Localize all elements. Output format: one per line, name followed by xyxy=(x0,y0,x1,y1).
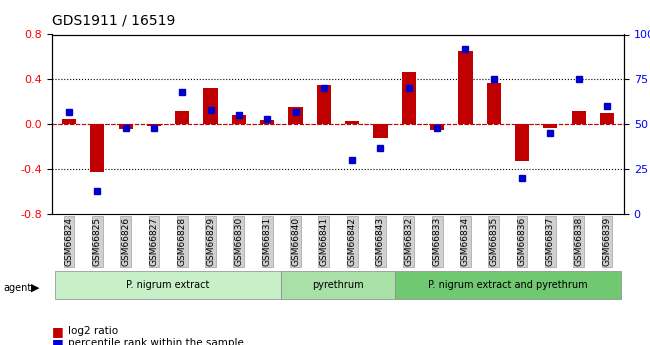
Bar xyxy=(600,113,614,124)
Text: ▶: ▶ xyxy=(31,283,40,293)
Text: pyrethrum: pyrethrum xyxy=(312,280,364,289)
Bar xyxy=(487,83,501,124)
Bar xyxy=(458,51,473,124)
Text: GSM66825: GSM66825 xyxy=(93,217,102,266)
Bar xyxy=(571,111,586,124)
Bar xyxy=(62,119,76,124)
Text: GSM66836: GSM66836 xyxy=(517,217,526,266)
Text: GSM66831: GSM66831 xyxy=(263,217,272,266)
Bar xyxy=(402,71,416,124)
Text: P. nigrum extract: P. nigrum extract xyxy=(126,280,210,289)
Text: GSM66826: GSM66826 xyxy=(121,217,130,266)
Bar xyxy=(543,124,558,128)
Text: GSM66842: GSM66842 xyxy=(348,217,357,266)
Text: GSM66840: GSM66840 xyxy=(291,217,300,266)
Text: GSM66835: GSM66835 xyxy=(489,217,499,266)
Bar xyxy=(203,88,218,124)
Bar xyxy=(317,85,331,124)
Text: P. nigrum extract and pyrethrum: P. nigrum extract and pyrethrum xyxy=(428,280,588,289)
Text: GSM66830: GSM66830 xyxy=(235,217,243,266)
Text: GSM66838: GSM66838 xyxy=(574,217,583,266)
Bar xyxy=(430,124,444,130)
Text: log2 ratio: log2 ratio xyxy=(68,326,118,336)
Text: GSM66828: GSM66828 xyxy=(177,217,187,266)
Text: GSM66824: GSM66824 xyxy=(64,217,73,266)
Bar xyxy=(90,124,105,172)
Text: GSM66833: GSM66833 xyxy=(433,217,441,266)
Text: ■: ■ xyxy=(52,337,64,345)
Bar xyxy=(515,124,529,161)
Bar xyxy=(260,120,274,124)
FancyBboxPatch shape xyxy=(395,270,621,298)
Bar xyxy=(176,111,189,124)
Text: GSM66839: GSM66839 xyxy=(603,217,612,266)
Text: agent: agent xyxy=(3,283,31,293)
Text: GSM66843: GSM66843 xyxy=(376,217,385,266)
Bar xyxy=(147,124,161,126)
Text: GSM66832: GSM66832 xyxy=(404,217,413,266)
Text: GSM66829: GSM66829 xyxy=(206,217,215,266)
Text: percentile rank within the sample: percentile rank within the sample xyxy=(68,338,244,345)
Bar xyxy=(118,124,133,129)
Bar xyxy=(345,121,359,124)
Text: GSM66834: GSM66834 xyxy=(461,217,470,266)
Bar xyxy=(232,115,246,124)
FancyBboxPatch shape xyxy=(55,270,281,298)
Bar xyxy=(289,107,303,124)
Text: GDS1911 / 16519: GDS1911 / 16519 xyxy=(52,14,176,28)
Bar xyxy=(373,124,387,138)
Text: GSM66837: GSM66837 xyxy=(546,217,555,266)
FancyBboxPatch shape xyxy=(281,270,395,298)
Text: ■: ■ xyxy=(52,325,64,338)
Text: GSM66841: GSM66841 xyxy=(319,217,328,266)
Text: GSM66827: GSM66827 xyxy=(150,217,159,266)
